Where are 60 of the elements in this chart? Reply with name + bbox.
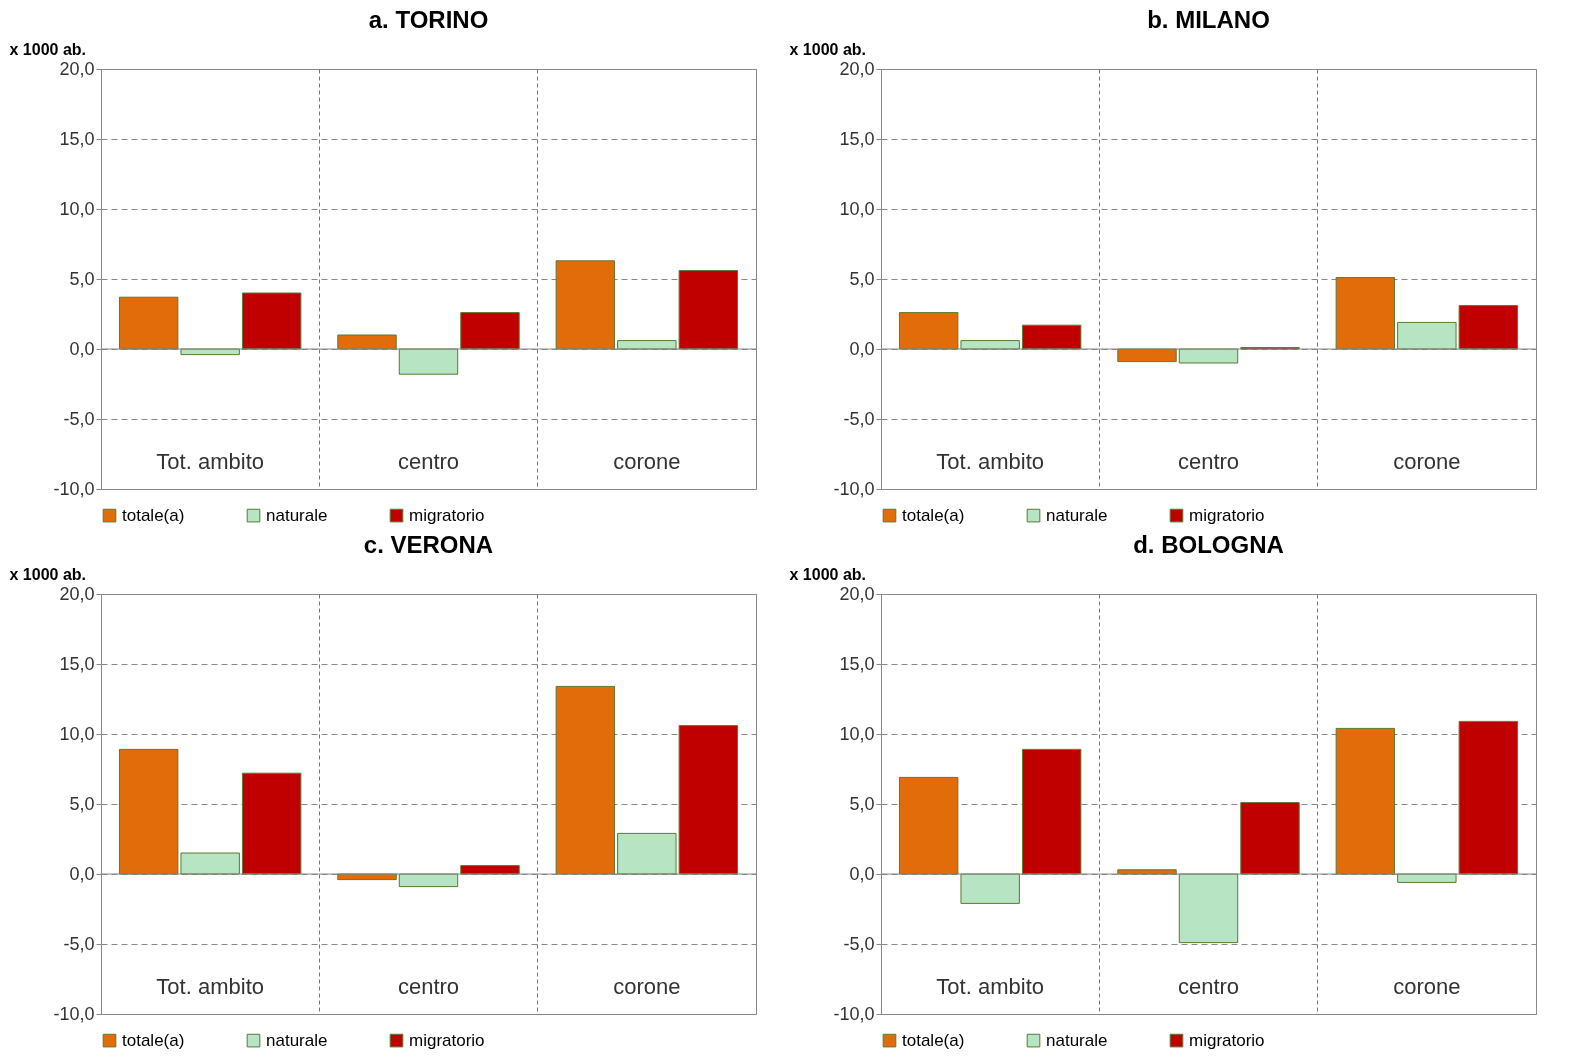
y-tick-label: 10,0 [839, 198, 875, 219]
legend-label: migratorio [1189, 505, 1265, 525]
y-tick-label: -10,0 [53, 478, 95, 499]
y-tick-label: 0,0 [849, 863, 875, 884]
y-tick-label: 5,0 [69, 793, 95, 814]
legend-label: migratorio [409, 505, 485, 525]
legend-label: totale(a) [122, 505, 185, 525]
y-tick-label: -10,0 [833, 478, 875, 499]
y-tick-label: 0,0 [849, 338, 875, 359]
y-axis-title: x 1000 ab. [789, 565, 866, 583]
x-tick-label: centro [1177, 973, 1240, 999]
y-tick-label: 20,0 [839, 58, 875, 79]
y-tick-label: 10,0 [839, 723, 875, 744]
x-tick-label: corone [1393, 973, 1461, 999]
legend-label: totale(a) [902, 1030, 965, 1050]
x-tick-label: centro [397, 448, 460, 474]
x-tick-label: centro [1177, 448, 1240, 474]
x-tick-label: Tot. ambito [936, 448, 1044, 474]
y-axis-title: x 1000 ab. [789, 40, 866, 58]
x-tick-label: corone [613, 448, 681, 474]
y-tick-label: -5,0 [843, 408, 875, 429]
legend-label: totale(a) [122, 1030, 185, 1050]
y-tick-label: -5,0 [63, 933, 95, 954]
x-tick-label: corone [1393, 448, 1461, 474]
y-tick-label: 20,0 [839, 583, 875, 604]
y-tick-label: -10,0 [53, 1003, 95, 1024]
y-tick-label: 15,0 [839, 653, 875, 674]
legend-label: totale(a) [902, 505, 965, 525]
chart-title: b. MILANO [1147, 6, 1270, 33]
y-tick-label: 20,0 [59, 583, 95, 604]
y-tick-label: 0,0 [69, 863, 95, 884]
y-tick-label: 10,0 [59, 198, 95, 219]
y-tick-label: 20,0 [59, 58, 95, 79]
legend-label: naturale [1046, 1030, 1108, 1050]
y-tick-label: -5,0 [843, 933, 875, 954]
x-tick-label: Tot. ambito [936, 973, 1044, 999]
y-tick-label: 15,0 [59, 653, 95, 674]
legend-label: naturale [266, 1030, 328, 1050]
x-tick-label: centro [397, 973, 460, 999]
y-tick-label: 15,0 [839, 128, 875, 149]
y-tick-label: 0,0 [69, 338, 95, 359]
chart-title: a. TORINO [368, 6, 489, 33]
chart-title: d. BOLOGNA [1133, 531, 1284, 558]
legend-label: migratorio [1189, 1030, 1265, 1050]
y-tick-label: 5,0 [849, 268, 875, 289]
y-tick-label: 5,0 [849, 793, 875, 814]
y-tick-label: -10,0 [833, 1003, 875, 1024]
y-axis-title: x 1000 ab. [9, 565, 86, 583]
legend-label: migratorio [409, 1030, 485, 1050]
y-tick-label: 5,0 [69, 268, 95, 289]
x-tick-label: Tot. ambito [156, 973, 264, 999]
y-tick-label: -5,0 [63, 408, 95, 429]
y-axis-title: x 1000 ab. [9, 40, 86, 58]
x-tick-label: corone [613, 973, 681, 999]
x-tick-label: Tot. ambito [156, 448, 264, 474]
chart-title: c. VERONA [363, 531, 494, 558]
y-tick-label: 15,0 [59, 128, 95, 149]
legend-label: naturale [266, 505, 328, 525]
y-tick-label: 10,0 [59, 723, 95, 744]
legend-label: naturale [1046, 505, 1108, 525]
